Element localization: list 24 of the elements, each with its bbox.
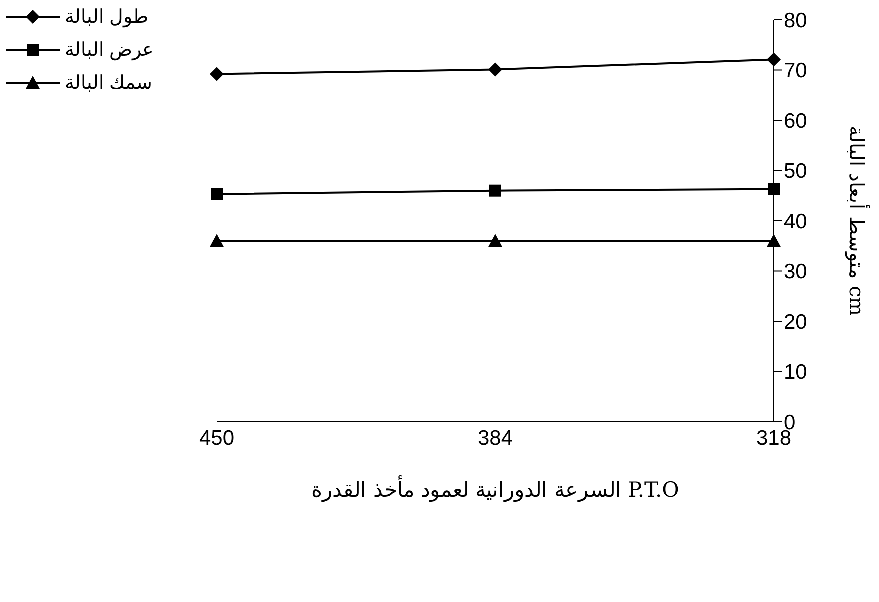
y-tick-label: 50 [784, 160, 808, 184]
y-tick-label: 10 [784, 361, 808, 384]
point [768, 183, 780, 196]
point [490, 184, 502, 197]
legend-label: سمك البالة [65, 72, 152, 94]
x-axis-title: السرعة الدورانية لعمود مأخذ القدرة P.T.O [312, 474, 680, 503]
x-tick-label: 384 [478, 426, 514, 450]
y-tick-label: 80 [784, 9, 808, 32]
point [767, 234, 781, 248]
legend-label: طول البالة [65, 6, 148, 28]
point [767, 52, 781, 67]
x-tick-label: 450 [199, 426, 235, 450]
y-tick-label: 60 [784, 110, 808, 133]
point [488, 62, 502, 77]
y-axis-title: متوسط أبعاد البالة cm [844, 126, 871, 316]
point [210, 234, 224, 248]
point [488, 234, 502, 248]
y-tick-label: 20 [784, 310, 808, 334]
y-tick-label: 70 [784, 60, 808, 83]
point [210, 67, 224, 82]
y-tick-label: 40 [784, 210, 808, 234]
legend-label: عرض البالة [65, 38, 154, 62]
point [211, 188, 223, 200]
y-tick-label: 30 [784, 260, 808, 284]
